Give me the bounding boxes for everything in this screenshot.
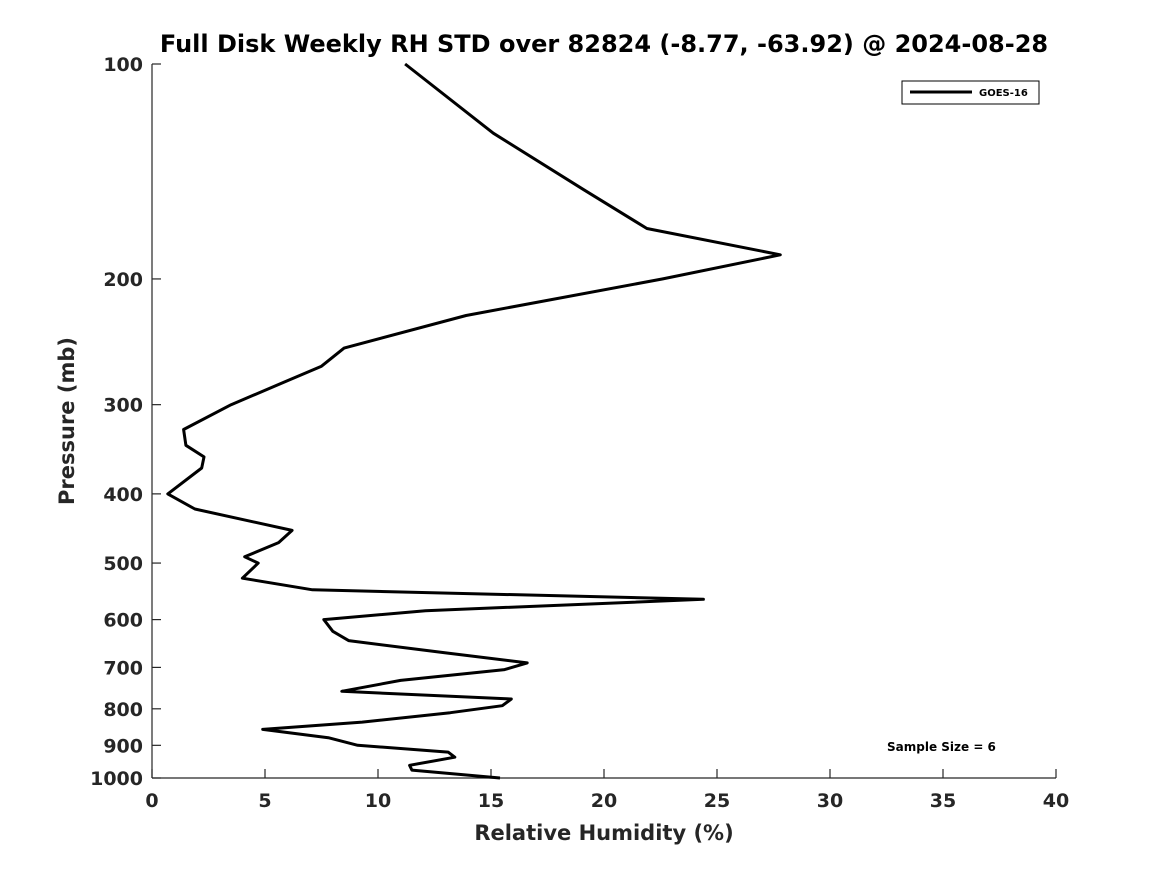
x-tick-label: 35: [930, 790, 956, 812]
chart-title: Full Disk Weekly RH STD over 82824 (-8.7…: [160, 30, 1048, 58]
axes: [151, 64, 1056, 779]
x-axis-ticks: 0 5 10 15 20 25 30 35 40: [145, 769, 1069, 812]
y-tick-label: 500: [103, 553, 143, 575]
y-tick-label: 600: [103, 610, 143, 632]
x-tick-label: 25: [704, 790, 730, 812]
x-tick-label: 0: [145, 790, 158, 812]
legend: GOES-16: [901, 80, 1040, 105]
x-tick-label: 40: [1043, 790, 1069, 812]
y-tick-label: 1000: [90, 768, 143, 790]
legend-label: GOES-16: [979, 88, 1028, 99]
x-axis-label: Relative Humidity (%): [474, 821, 733, 845]
x-tick-label: 10: [365, 790, 391, 812]
x-tick-label: 15: [478, 790, 504, 812]
y-axis-label: Pressure (mb): [55, 337, 79, 505]
y-tick-label: 300: [103, 395, 143, 417]
y-tick-label: 700: [103, 657, 143, 679]
sample-size-annotation: Sample Size = 6: [887, 740, 996, 754]
y-tick-label: 400: [103, 484, 143, 506]
x-tick-label: 5: [258, 790, 271, 812]
x-tick-label: 30: [817, 790, 843, 812]
x-tick-label: 20: [591, 790, 617, 812]
y-tick-label: 800: [103, 699, 143, 721]
y-axis-ticks: 100 200 300 400 500 600 700 800 900 1000: [90, 54, 161, 790]
series-line-goes-16: [166, 62, 782, 780]
y-tick-label: 100: [103, 54, 143, 76]
y-tick-label: 200: [103, 269, 143, 291]
y-tick-label: 900: [103, 735, 143, 757]
